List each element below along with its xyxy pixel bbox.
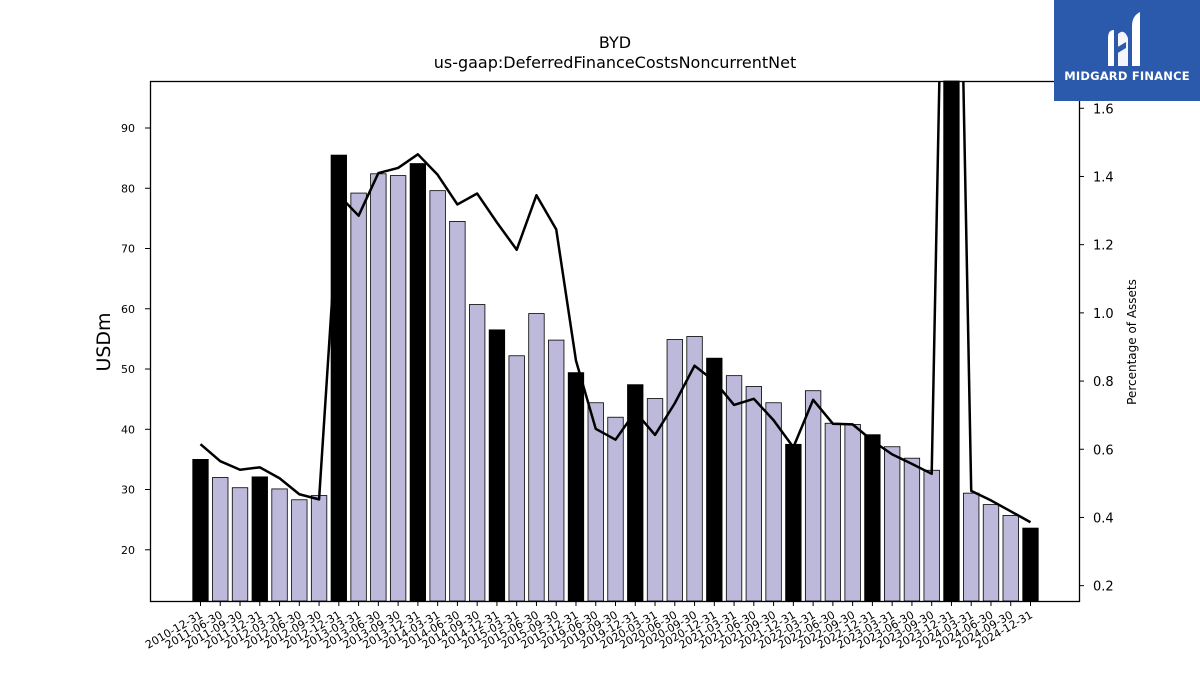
bar <box>963 492 980 602</box>
midgard-logo-icon <box>1108 12 1140 66</box>
bar <box>844 424 861 602</box>
bar <box>765 402 782 602</box>
bar-series <box>192 80 1039 602</box>
bar <box>231 487 249 602</box>
bar <box>310 495 328 602</box>
y2-axis-label: Percentage of Assets <box>1125 279 1139 405</box>
bar <box>330 154 347 602</box>
right-axis-ticks: 0.2 0.4 0.6 0.8 1.0 1.2 1.4 1.6 <box>1079 102 1114 595</box>
bar <box>567 372 585 602</box>
bar <box>903 457 921 602</box>
y-tick-label: 70 <box>121 243 135 256</box>
bar <box>370 173 387 602</box>
bar <box>271 488 288 602</box>
y2-tick-label: 0.6 <box>1093 443 1114 458</box>
bar <box>409 163 427 602</box>
chart-subtitle: us-gaap:DeferredFinanceCostsNoncurrentNe… <box>433 53 797 72</box>
bar <box>548 339 565 602</box>
bar <box>469 304 486 602</box>
y-tick-label: 40 <box>121 423 135 436</box>
y2-tick-label: 1.0 <box>1093 307 1114 322</box>
chart-title: BYD <box>598 33 632 52</box>
y-tick-label: 90 <box>121 122 135 135</box>
bar <box>725 375 743 602</box>
bar <box>251 476 268 602</box>
bar <box>745 386 762 602</box>
y2-tick-label: 0.4 <box>1093 511 1114 526</box>
bar <box>804 390 822 602</box>
bar <box>350 192 367 602</box>
bar <box>528 313 545 602</box>
bar <box>982 504 1000 602</box>
y2-tick-label: 1.6 <box>1093 102 1114 117</box>
y-axis-label: USDm <box>93 312 115 371</box>
brand-name: MIDGARD FINANCE <box>1064 69 1190 83</box>
y-tick-label: 80 <box>121 182 135 195</box>
bar <box>785 443 802 602</box>
bar <box>943 80 960 602</box>
bar <box>706 357 723 602</box>
y-tick-label: 50 <box>121 363 135 376</box>
bar <box>923 469 940 602</box>
bar <box>192 458 209 602</box>
percentage-line-series <box>199 81 1032 524</box>
y2-tick-label: 1.2 <box>1093 239 1114 254</box>
bar <box>449 220 466 602</box>
percentage-line <box>199 81 1032 524</box>
bar <box>488 329 506 602</box>
x-axis-ticks: 2010-12-312011-06-302011-09-302011-12-31… <box>143 601 1035 652</box>
bar <box>508 355 525 602</box>
bar <box>824 422 842 602</box>
y-tick-label: 60 <box>121 303 135 316</box>
y2-tick-label: 0.2 <box>1093 580 1114 595</box>
left-axis-ticks: 20 30 40 50 60 70 80 90 <box>121 122 150 557</box>
y2-tick-label: 1.4 <box>1093 170 1114 185</box>
bar <box>884 446 901 602</box>
bar <box>864 434 881 602</box>
bar <box>1002 515 1019 602</box>
y-tick-label: 30 <box>121 484 135 497</box>
y-tick-label: 20 <box>121 544 135 557</box>
bar <box>429 190 446 602</box>
bar <box>389 175 407 602</box>
bar <box>1022 527 1039 602</box>
brand-logo: MIDGARD FINANCE <box>1054 0 1200 101</box>
bar <box>212 477 229 602</box>
bar <box>291 499 308 602</box>
y2-tick-label: 0.8 <box>1093 375 1114 390</box>
bar <box>607 416 624 602</box>
bar <box>666 339 683 602</box>
